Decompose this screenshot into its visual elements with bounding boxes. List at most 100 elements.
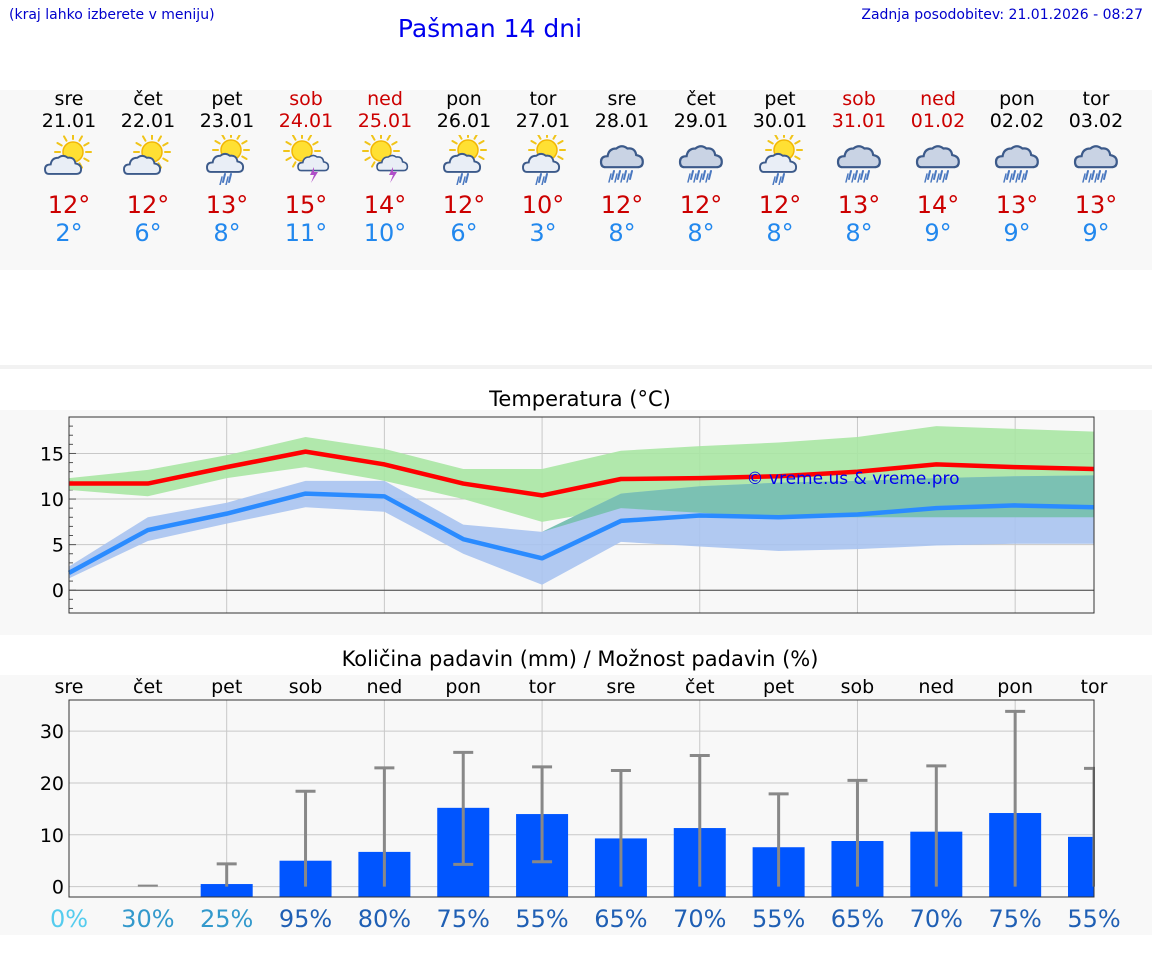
- error-bar: [295, 789, 316, 887]
- day-column: sre 21.01 12° 2°: [29, 88, 109, 247]
- x-category-label: ned: [366, 676, 402, 698]
- y-tick-label: 30: [40, 721, 64, 743]
- x-category-label: ned: [918, 676, 954, 698]
- min-temperature: 3°: [529, 219, 557, 247]
- max-temperature: 10°: [521, 191, 565, 219]
- cloud-shape: [522, 152, 561, 173]
- day-column: čet 29.01 12° 8°: [661, 88, 741, 247]
- day-column: pon 02.02 13° 9°: [977, 88, 1057, 247]
- x-category-label: tor: [1081, 676, 1108, 698]
- day-column: tor 27.01 10° 3°: [503, 88, 583, 247]
- max-temperature-line: [69, 449, 1095, 498]
- rain-drops: [1082, 170, 1107, 183]
- max-temperature: 13°: [1074, 191, 1118, 219]
- cloud-shape: [994, 145, 1039, 169]
- max-temperature: 13°: [205, 191, 249, 219]
- header-note: (kraj lahko izberete v meniju): [9, 7, 215, 23]
- sun-cloud-rain-icon: [206, 135, 250, 185]
- x-category-label: tor: [529, 676, 556, 698]
- min-temperature: 8°: [766, 219, 794, 247]
- min-temperature-line: [67, 491, 1095, 575]
- right-mask: [1095, 699, 1152, 899]
- plot-frame: [68, 416, 1095, 614]
- cloud-heavy-rain-icon: [678, 145, 723, 183]
- day-name: pon: [999, 88, 1035, 110]
- sun-cloud-rain-icon: [759, 135, 803, 185]
- day-date: 22.01: [120, 110, 176, 132]
- y-tick-label: 15: [40, 443, 64, 465]
- precipitation-probability: 55%: [1067, 905, 1120, 933]
- cloud-shape: [1073, 145, 1118, 169]
- cloud-shape: [123, 154, 162, 175]
- x-category-label: sre: [55, 676, 84, 698]
- day-name: sre: [54, 88, 84, 110]
- sun-shape: [362, 135, 400, 170]
- day-date: 29.01: [673, 110, 729, 132]
- day-column: ned 01.02 14° 9°: [898, 88, 978, 247]
- cloud-shape: [915, 145, 960, 169]
- range-overlap: [69, 475, 1094, 567]
- max-temperature: 12°: [758, 191, 802, 219]
- min-temperature: 9°: [924, 219, 952, 247]
- error-bar: [768, 792, 789, 887]
- lightning-bolt: [389, 167, 397, 183]
- min-temperature: 11°: [284, 219, 328, 247]
- precipitation-probability: 65%: [594, 905, 647, 933]
- day-name: tor: [529, 88, 557, 110]
- y-tick-label: 5: [52, 535, 64, 557]
- max-temperature: 14°: [916, 191, 960, 219]
- rain-drops: [924, 170, 949, 183]
- rain-drops: [456, 173, 469, 185]
- sun-cloud-icon: [123, 135, 171, 175]
- precipitation-probability: 0%: [50, 905, 88, 933]
- day-date: 03.02: [1068, 110, 1124, 132]
- day-name: ned: [920, 88, 956, 110]
- x-category-label: pon: [997, 676, 1033, 698]
- min-temperature: 6°: [134, 219, 162, 247]
- max-temperature: 14°: [363, 191, 407, 219]
- day-column: sre 28.01 12° 8°: [582, 88, 662, 247]
- y-tick-label: 10: [40, 489, 64, 511]
- sun-cloud-thunder-icon: [283, 135, 330, 183]
- day-date: 25.01: [357, 110, 413, 132]
- min-temperature: 8°: [687, 219, 715, 247]
- day-column: pet 30.01 12° 8°: [740, 88, 820, 247]
- max-temperature: 15°: [284, 191, 328, 219]
- day-date: 28.01: [594, 110, 650, 132]
- day-date: 26.01: [436, 110, 492, 132]
- rain-drops: [219, 173, 232, 185]
- error-bar: [453, 750, 474, 866]
- cloud-heavy-rain-icon: [1073, 145, 1118, 183]
- x-category-label: pet: [211, 676, 242, 698]
- precipitation-bar: [200, 884, 253, 897]
- precipitation-chart: sre čet pet sob ned pon tor sre čet pet sob ned pon t…: [40, 676, 1152, 933]
- min-temperature: 10°: [363, 219, 407, 247]
- day-column: pon 26.01 12° 6°: [424, 88, 504, 247]
- y-tick-label: 10: [40, 825, 64, 847]
- precipitation-probability: 70%: [673, 905, 726, 933]
- day-date: 23.01: [199, 110, 255, 132]
- x-category-label: čet: [685, 676, 715, 698]
- x-category-label: sob: [841, 676, 875, 698]
- lightning-bolt: [310, 167, 318, 183]
- precipitation-probability: 55%: [515, 905, 568, 933]
- x-category-label: pon: [445, 676, 481, 698]
- sun-cloud-icon: [44, 135, 92, 175]
- day-column: tor 03.02 13° 9°: [1056, 88, 1136, 247]
- last-update: Zadnja posodobitev: 21.01.2026 - 08:27: [861, 7, 1143, 23]
- divider: [0, 365, 1152, 369]
- error-bar: [610, 769, 631, 887]
- rain-drops: [535, 173, 548, 185]
- max-temperature: 12°: [126, 191, 170, 219]
- cloud-heavy-rain-icon: [915, 145, 960, 183]
- day-name: pon: [446, 88, 482, 110]
- day-name: pet: [764, 88, 796, 110]
- y-tick-label: 20: [40, 773, 64, 795]
- cloud-shape: [44, 154, 83, 175]
- precipitation-probability: 55%: [752, 905, 805, 933]
- watermark: © vreme.us & vreme.pro: [746, 469, 959, 489]
- day-date: 30.01: [752, 110, 808, 132]
- sun-cloud-rain-icon: [522, 135, 566, 185]
- min-temperature: 8°: [608, 219, 636, 247]
- cloud-shape: [376, 154, 409, 172]
